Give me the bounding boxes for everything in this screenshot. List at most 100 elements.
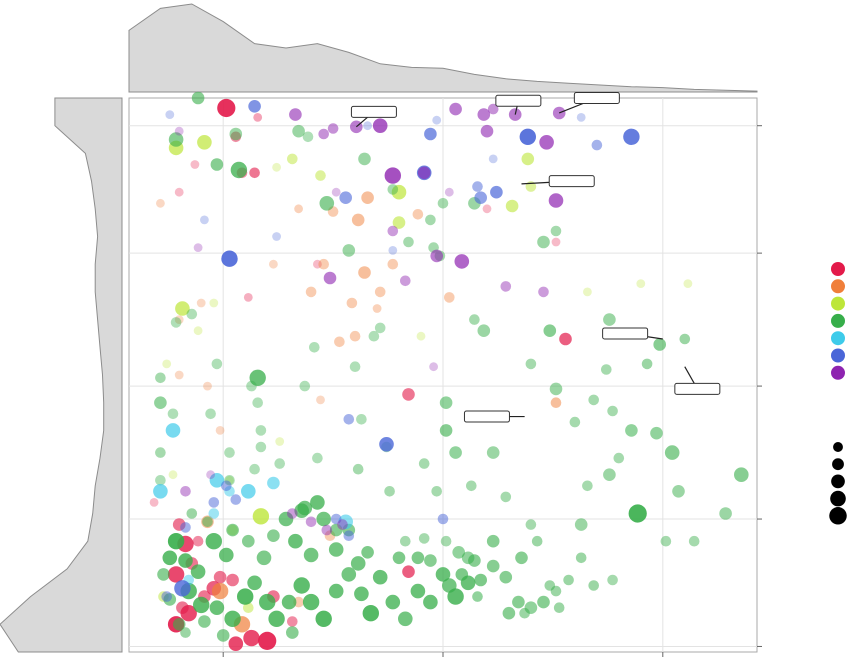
scatter-point	[525, 358, 537, 370]
scatter-point	[400, 275, 411, 287]
scatter-point	[330, 513, 342, 525]
scatter-point	[168, 132, 184, 147]
scatter-point	[398, 611, 413, 627]
scatter-point	[230, 161, 248, 179]
scatter-point	[575, 552, 587, 564]
scatter-point	[650, 426, 663, 440]
scatter-point	[255, 441, 267, 453]
scatter-point	[569, 416, 581, 428]
scatter-point	[215, 426, 225, 435]
annotation-label-box	[495, 94, 542, 107]
scatter-point	[431, 486, 443, 497]
scatter-point	[402, 565, 415, 578]
scatter-point	[155, 372, 166, 384]
scatter-point	[174, 580, 191, 597]
scatter-point	[417, 166, 431, 180]
legend-size-key	[832, 458, 844, 471]
scatter-point	[161, 591, 172, 602]
scatter-point	[349, 361, 361, 373]
scatter-point	[550, 225, 562, 237]
scatter-point	[208, 508, 220, 519]
scatter-point	[256, 550, 272, 566]
scatter-point	[327, 123, 339, 134]
scatter-point	[387, 184, 399, 195]
scatter-point	[206, 470, 216, 480]
scatter-point	[636, 279, 646, 288]
scatter-point	[477, 324, 491, 338]
scatter-point	[488, 154, 498, 164]
scatter-point	[486, 534, 500, 548]
scatter-point	[196, 298, 206, 308]
scatter-point	[442, 578, 457, 593]
scatter-point	[192, 535, 204, 547]
scatter-point	[537, 595, 550, 609]
scatter-point	[387, 225, 399, 237]
scatter-point	[172, 618, 186, 631]
scatter-point	[167, 566, 185, 583]
scatter-point	[203, 381, 212, 391]
scatter-point	[242, 534, 255, 548]
scatter-point	[293, 596, 304, 608]
scatter-point	[165, 110, 175, 119]
scatter-point	[249, 167, 260, 179]
scatter-point	[230, 494, 242, 505]
scatter-point	[288, 533, 303, 549]
scatter-point	[543, 324, 557, 338]
scatter-point	[416, 331, 426, 341]
annotation-label-box	[350, 105, 397, 118]
scatter-point	[278, 511, 294, 527]
scatter-point	[548, 193, 564, 208]
scatter-point	[319, 196, 335, 211]
scatter-point	[205, 533, 222, 550]
scatter-point	[334, 336, 345, 348]
left-density-area	[0, 97, 123, 653]
scatter-point	[544, 580, 556, 591]
scatter-point	[174, 126, 184, 136]
scatter-point	[447, 588, 464, 605]
scatter-point	[424, 127, 437, 141]
annotation-label-box	[602, 327, 649, 340]
scatter-point	[318, 128, 330, 140]
scatter-point	[180, 486, 191, 497]
scatter-point	[268, 610, 285, 627]
scatter-point	[302, 593, 320, 611]
scatter-point	[423, 594, 438, 610]
scatter-point	[190, 564, 206, 579]
scatter-point	[213, 570, 227, 584]
legend-color-key	[831, 262, 845, 276]
scatter-point	[411, 551, 425, 565]
scatter-point	[583, 287, 592, 297]
scatter-point	[400, 535, 411, 547]
scatter-point	[178, 553, 193, 568]
scatter-point	[216, 629, 230, 642]
scatter-point	[253, 113, 263, 122]
scatter-point	[302, 131, 314, 143]
scatter-point	[193, 243, 203, 253]
scatter-points	[149, 91, 749, 651]
scatter-point	[379, 437, 394, 452]
scatter-point	[174, 187, 184, 197]
scatter-point	[167, 408, 179, 420]
scatter-point	[392, 551, 406, 565]
scatter-point	[603, 313, 616, 326]
scatter-point	[477, 108, 491, 121]
scatter-point	[361, 191, 374, 204]
scatter-point	[275, 437, 285, 446]
scatter-point	[217, 98, 236, 118]
scatter-point	[444, 187, 454, 197]
scatter-point	[672, 485, 685, 498]
scatter-point	[221, 250, 238, 267]
scatter-point	[241, 484, 256, 499]
scatter-point	[193, 596, 210, 614]
scatter-point	[374, 286, 386, 298]
scatter-point	[209, 600, 225, 615]
legend-color-key	[831, 296, 845, 311]
scatter-point	[243, 293, 253, 302]
scatter-point	[664, 445, 680, 460]
scatter-point	[316, 511, 332, 527]
scatter-point	[385, 594, 401, 610]
scatter-point	[574, 518, 588, 531]
scatter-point	[287, 153, 298, 165]
scatter-point	[174, 370, 184, 380]
